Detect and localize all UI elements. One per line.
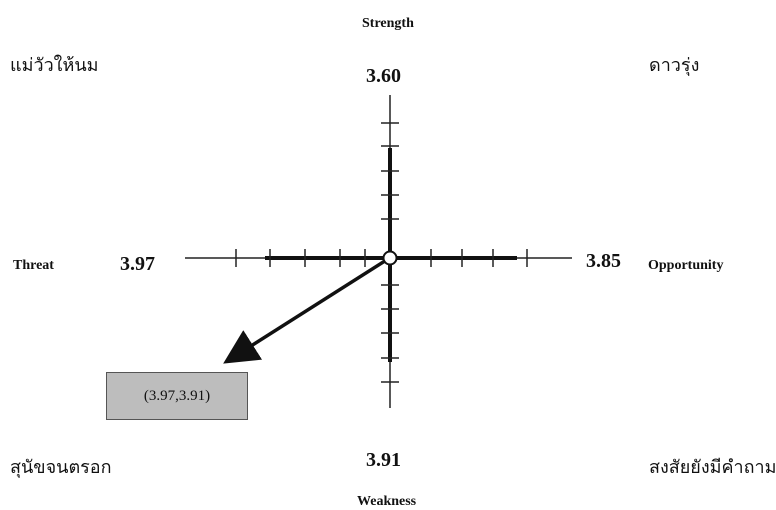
horizontal-ticks [235, 249, 528, 267]
result-coordinate-box: (3.97,3.91) [106, 372, 248, 420]
weakness-label: Weakness [357, 494, 417, 509]
quadrant-bottom-left: สุนัขจนตรอก [10, 457, 112, 478]
result-arrow [223, 257, 389, 364]
vertical-ticks [381, 122, 399, 383]
strength-value: 3.60 [366, 65, 401, 87]
quadrant-top-left: แม่วัวให้นม [10, 55, 99, 76]
result-coordinate-label: (3.97,3.91) [143, 387, 211, 404]
strength-label: Strength [362, 16, 414, 31]
threat-value: 3.97 [120, 253, 155, 275]
opportunity-value: 3.85 [586, 250, 621, 272]
origin-circle [382, 250, 398, 266]
threat-label: Threat [13, 258, 54, 273]
weakness-value: 3.91 [366, 449, 401, 471]
opportunity-label: Opportunity [648, 258, 724, 273]
quadrant-bottom-right: สงสัยยังมีคำถาม [649, 457, 776, 478]
quadrant-top-right: ดาวรุ่ง [649, 55, 700, 76]
